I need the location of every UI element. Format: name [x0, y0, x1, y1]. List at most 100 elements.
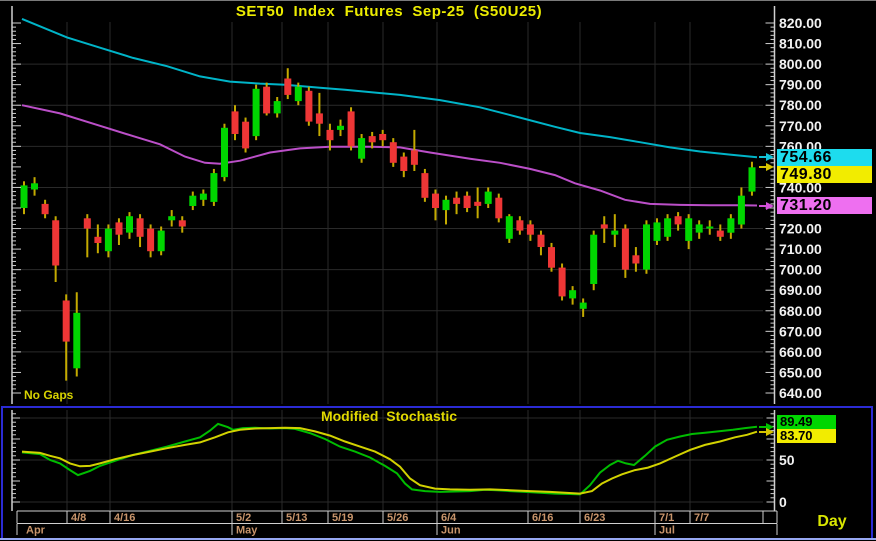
candle-up[interactable]	[337, 125, 344, 130]
candle-up[interactable]	[706, 226, 714, 229]
price-arrow-icon	[759, 426, 767, 428]
candle-up[interactable]	[199, 193, 207, 200]
candle-up[interactable]	[210, 173, 218, 202]
price-arrow-icon	[759, 156, 767, 158]
x-axis-tick-label: 7/7	[694, 512, 709, 524]
candle-up[interactable]	[358, 138, 366, 159]
candle-up[interactable]	[168, 216, 176, 221]
candle-up[interactable]	[748, 167, 756, 192]
candle-down[interactable]	[716, 230, 724, 237]
candle-down[interactable]	[94, 236, 102, 243]
candle-up[interactable]	[189, 195, 197, 206]
candle-down[interactable]	[558, 267, 566, 297]
window-top-border	[0, 0, 876, 1]
candle-down[interactable]	[632, 255, 640, 264]
candle-down[interactable]	[432, 193, 439, 208]
candle-up[interactable]	[104, 228, 112, 252]
candle-up[interactable]	[579, 302, 587, 309]
candle-down[interactable]	[305, 90, 313, 122]
candle-up[interactable]	[221, 127, 228, 178]
candle-up[interactable]	[695, 224, 703, 233]
candle-up[interactable]	[442, 199, 450, 211]
candle-up[interactable]	[294, 86, 302, 102]
candle-up[interactable]	[505, 216, 513, 239]
candle-down[interactable]	[389, 142, 397, 163]
x-axis-tick-label: 4/16	[114, 512, 135, 524]
no-gaps-label: No Gaps	[24, 388, 74, 402]
candle-down[interactable]	[231, 111, 239, 134]
candle-down[interactable]	[474, 201, 482, 206]
candle-down[interactable]	[115, 222, 123, 235]
x-axis-tick-label: 6/16	[532, 512, 553, 524]
candle-up[interactable]	[31, 183, 38, 190]
candle-up[interactable]	[727, 218, 735, 233]
x-axis-month-label: Apr	[26, 525, 46, 537]
candle-down[interactable]	[284, 78, 292, 95]
candle-up[interactable]	[569, 290, 577, 299]
y-axis-label: 770.00	[779, 118, 822, 134]
x-axis-month-label: May	[236, 525, 258, 537]
candle-up[interactable]	[157, 230, 165, 252]
y-axis-label: 660.00	[779, 344, 822, 360]
candle-up[interactable]	[252, 88, 260, 137]
candle-up[interactable]	[273, 101, 281, 114]
candle-down[interactable]	[400, 156, 408, 171]
candle-down[interactable]	[62, 300, 70, 342]
candle-down[interactable]	[178, 220, 186, 227]
candle-up[interactable]	[737, 195, 745, 225]
candle-up[interactable]	[73, 312, 81, 369]
candle-down[interactable]	[368, 136, 376, 143]
candle-down[interactable]	[52, 220, 60, 266]
ma-short-magenta	[21, 104, 758, 207]
candle-down[interactable]	[453, 197, 461, 204]
candle-down[interactable]	[315, 113, 323, 124]
candle-down[interactable]	[41, 203, 49, 215]
candle-up[interactable]	[643, 224, 650, 270]
candle-up[interactable]	[664, 218, 672, 237]
candle-down[interactable]	[326, 129, 334, 141]
candle-down[interactable]	[463, 195, 471, 208]
candle-up[interactable]	[126, 216, 133, 233]
candle-down[interactable]	[410, 150, 418, 165]
candle-up[interactable]	[590, 234, 598, 284]
x-axis-month-label: Jul	[659, 525, 675, 537]
y-axis-label: 710.00	[779, 241, 822, 257]
candle-up[interactable]	[484, 191, 492, 204]
candle-up[interactable]	[20, 185, 28, 208]
candle-down[interactable]	[263, 86, 271, 114]
price-arrow-icon	[759, 166, 767, 168]
y-axis-label: 740.00	[779, 179, 822, 195]
x-axis-tick-label: 7/1	[659, 512, 674, 524]
y-axis-label: 640.00	[779, 385, 822, 401]
candle-down[interactable]	[516, 220, 524, 231]
candle-down[interactable]	[526, 224, 534, 235]
candle-down[interactable]	[136, 218, 144, 237]
candle-down[interactable]	[674, 216, 682, 225]
candle-down[interactable]	[147, 228, 155, 252]
y-axis-label: 690.00	[779, 282, 822, 298]
candle-down[interactable]	[495, 197, 503, 219]
x-axis-tick-label: 6/4	[441, 512, 457, 524]
candle-down[interactable]	[621, 228, 629, 270]
candle-up[interactable]	[653, 222, 661, 241]
candle-up[interactable]	[685, 218, 693, 241]
ma-long-cyan	[21, 17, 758, 159]
price-arrow-icon	[766, 163, 774, 171]
candle-up[interactable]	[611, 230, 619, 235]
candle-down[interactable]	[421, 173, 429, 198]
candle-down[interactable]	[242, 121, 250, 149]
candle-down[interactable]	[379, 134, 387, 141]
x-axis-tick-label: 5/2	[236, 512, 251, 524]
candle-down[interactable]	[600, 224, 608, 229]
candle-down[interactable]	[548, 247, 555, 268]
stoch-marker-slow: 83.70	[777, 428, 836, 443]
y-axis-label: 790.00	[779, 77, 822, 93]
candle-down[interactable]	[537, 234, 545, 247]
candle-down[interactable]	[83, 218, 91, 229]
y-axis-label: 780.00	[779, 97, 822, 113]
period-label[interactable]: Day	[817, 513, 847, 530]
y-axis-label: 820.00	[779, 15, 822, 31]
candle-down[interactable]	[347, 111, 355, 147]
